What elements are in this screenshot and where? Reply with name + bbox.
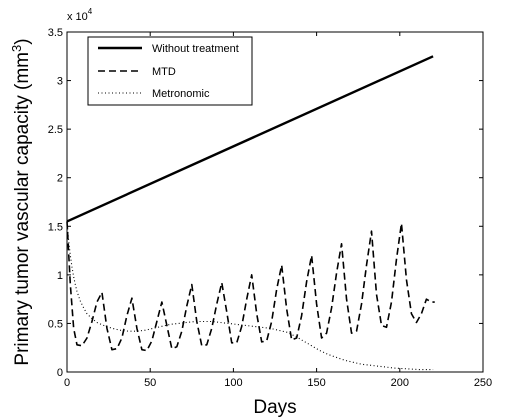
x-tick-label: 250 bbox=[474, 377, 492, 389]
series-line-without-treatment bbox=[66, 55, 434, 223]
y-tick-label: 0 bbox=[57, 367, 63, 379]
y-tick-label: 0.5 bbox=[48, 318, 63, 330]
legend-label-without-treatment: Without treatment bbox=[152, 43, 239, 55]
x-tick-label: 200 bbox=[391, 377, 409, 389]
legend-label-mtd: MTD bbox=[152, 66, 176, 78]
y-tick-label: 1.5 bbox=[48, 221, 63, 233]
series-line-mtd bbox=[66, 221, 435, 352]
y-tick-label: 1 bbox=[57, 270, 63, 282]
y-tick-label: 3 bbox=[57, 76, 63, 88]
x-axis-label: Days bbox=[253, 397, 296, 418]
x-tick-label: 150 bbox=[307, 377, 325, 389]
legend-label-metronomic: Metronomic bbox=[152, 88, 210, 100]
y-axis-multiplier: x 104 bbox=[67, 7, 93, 23]
y-tick-label: 3.5 bbox=[48, 27, 63, 39]
y-tick-label: 2 bbox=[57, 173, 63, 185]
y-axis-label: Primary tumor vascular capacity (mm3) bbox=[9, 38, 33, 365]
x-tick-label: 100 bbox=[224, 377, 242, 389]
x-tick-label: 50 bbox=[144, 377, 156, 389]
x-axis: 0 50 100 150 200 250 bbox=[64, 32, 492, 389]
y-tick-label: 2.5 bbox=[48, 124, 63, 136]
y-axis: 0 0.5 1 1.5 2 2.5 3 3.5 bbox=[48, 27, 483, 379]
legend: Without treatment MTD Metronomic bbox=[87, 36, 253, 106]
x-tick-label: 0 bbox=[64, 377, 70, 389]
series-layer bbox=[66, 55, 435, 371]
